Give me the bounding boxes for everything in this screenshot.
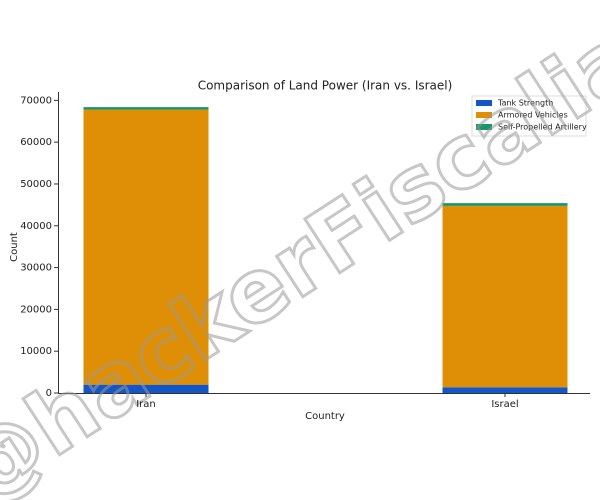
y-tick-label: 0	[46, 388, 52, 399]
y-tick-label: 50000	[20, 179, 52, 190]
legend-label: Armored Vehicles	[498, 111, 568, 120]
legend-swatch	[476, 124, 492, 130]
bar-segment	[83, 109, 209, 385]
legend-label: Self-Propelled Artillery	[498, 123, 587, 132]
y-tick-label: 20000	[20, 304, 52, 315]
x-axis-label: Country	[305, 411, 345, 422]
y-tick-label: 30000	[20, 263, 52, 274]
bar-segment	[83, 384, 209, 393]
chart-title: Comparison of Land Power (Iran vs. Israe…	[198, 79, 453, 93]
x-tick-label: Iran	[136, 399, 156, 410]
legend-label: Tank Strength	[497, 99, 553, 108]
y-tick-label: 70000	[20, 95, 52, 106]
bar-segment	[442, 387, 568, 393]
y-tick-label: 10000	[20, 346, 52, 357]
y-tick-label: 60000	[20, 137, 52, 148]
bar-segment	[442, 205, 568, 388]
legend-swatch	[476, 100, 492, 106]
y-tick-label: 40000	[20, 221, 52, 232]
x-tick-label: Israel	[491, 399, 518, 410]
bar-segment	[442, 203, 568, 206]
bars	[83, 107, 568, 393]
bar-segment	[83, 107, 209, 110]
legend: Tank Strength Armored Vehicles Self-Propel…	[471, 95, 587, 137]
legend-swatch	[476, 112, 492, 118]
y-axis-label: Count	[9, 232, 20, 262]
